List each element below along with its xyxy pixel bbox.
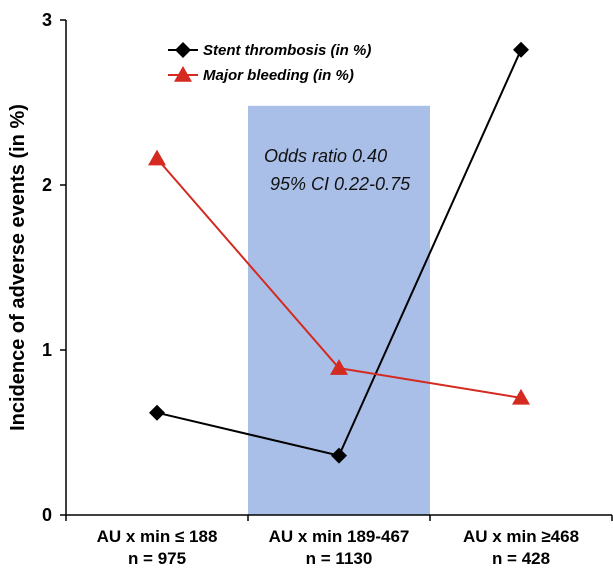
legend: Stent thrombosis (in %) Major bleeding (i… bbox=[168, 42, 371, 84]
x-tick-sample-size: n = 975 bbox=[128, 549, 186, 568]
y-axis-label: Incidence of adverse events (in %) bbox=[7, 104, 29, 431]
series bbox=[148, 41, 530, 464]
data-point bbox=[331, 447, 347, 464]
series-major-bleeding bbox=[148, 149, 530, 405]
legend-label: Stent thrombosis (in %) bbox=[203, 42, 371, 59]
x-ticks: AU x min ≤ 188 n = 975 AU x min 189-467 n =… bbox=[65, 515, 613, 568]
legend-marker bbox=[174, 66, 192, 82]
annotation-line-2: 95% CI 0.22-0.75 bbox=[270, 174, 411, 194]
legend-marker bbox=[175, 42, 191, 58]
legend-label: Major bleeding (in %) bbox=[203, 67, 354, 84]
y-tick-label: 1 bbox=[42, 340, 52, 360]
data-point bbox=[149, 404, 165, 421]
data-point bbox=[148, 149, 166, 166]
annotation: Odds ratio 0.40 95% CI 0.22-0.75 bbox=[264, 146, 411, 194]
data-point bbox=[512, 388, 530, 405]
x-tick-sample-size: n = 428 bbox=[492, 549, 550, 568]
annotation-line-1: Odds ratio 0.40 bbox=[264, 146, 387, 166]
series-stent-thrombosis bbox=[149, 41, 529, 464]
data-point bbox=[513, 41, 529, 58]
y-tick-label: 0 bbox=[42, 505, 52, 525]
data-point bbox=[330, 359, 348, 375]
x-tick-label: AU x min ≤ 188 bbox=[97, 527, 218, 546]
x-tick-label: AU x min ≥468 bbox=[463, 527, 579, 546]
y-tick-label: 3 bbox=[42, 10, 52, 30]
legend-item: Major bleeding (in %) bbox=[168, 66, 354, 84]
legend-item: Stent thrombosis (in %) bbox=[168, 42, 371, 59]
y-ticks: 0 1 2 3 bbox=[42, 10, 66, 525]
x-tick-sample-size: n = 1130 bbox=[306, 549, 373, 568]
y-tick-label: 2 bbox=[42, 175, 52, 195]
x-tick-label: AU x min 189-467 bbox=[269, 527, 410, 546]
highlight-band bbox=[248, 105, 430, 516]
